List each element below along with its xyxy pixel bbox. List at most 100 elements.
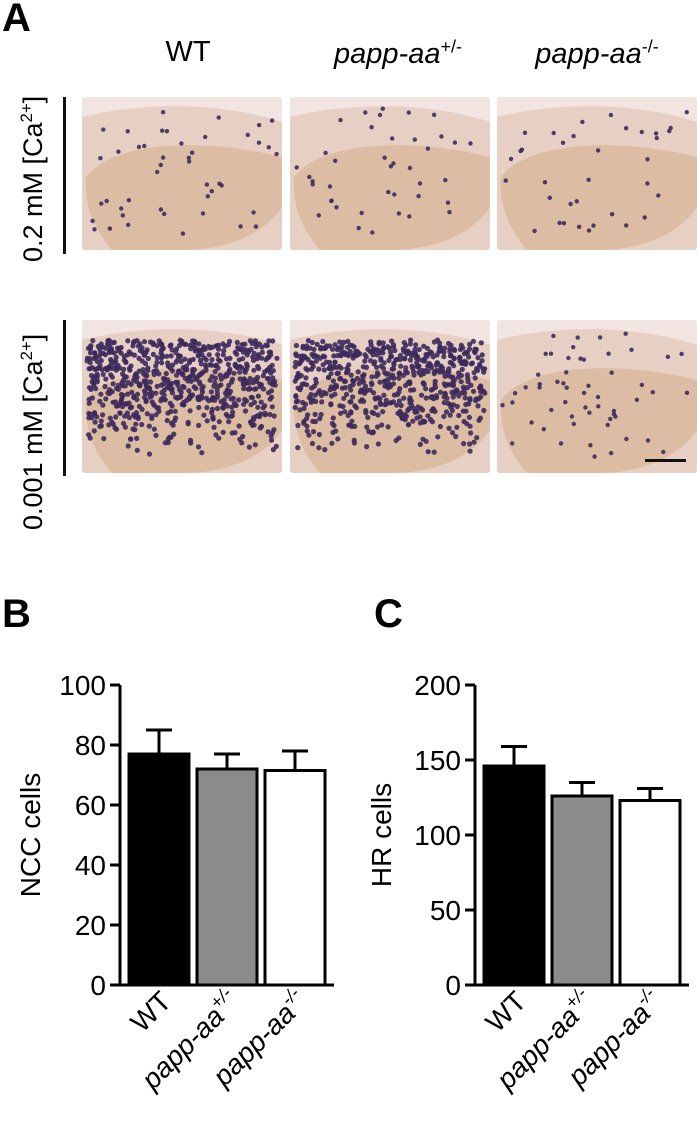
y-tick-label: 100 — [59, 670, 106, 701]
stained-cell — [341, 395, 347, 401]
stained-cell — [397, 356, 403, 363]
stained-cell — [327, 184, 333, 189]
stained-cell — [429, 394, 435, 400]
stained-cell — [133, 378, 140, 385]
stained-cell — [330, 429, 336, 436]
stained-cell — [351, 437, 357, 443]
stained-cell — [340, 403, 346, 410]
stained-cell — [557, 220, 562, 226]
stained-cell — [239, 365, 245, 371]
stained-cell — [441, 354, 447, 360]
stained-cell — [178, 393, 184, 399]
stained-cell — [109, 365, 115, 371]
stained-cell — [435, 434, 441, 440]
stained-cell — [177, 342, 183, 348]
stained-cell — [317, 355, 323, 361]
stained-cell — [623, 126, 629, 131]
stained-cell — [232, 363, 238, 369]
stained-cell — [144, 347, 150, 353]
stained-cell — [410, 418, 416, 424]
stained-cell — [293, 352, 299, 358]
stained-cell — [226, 368, 232, 374]
stained-cell — [312, 392, 318, 398]
stained-cell — [563, 399, 568, 405]
stained-cell — [475, 355, 481, 361]
stained-cell — [381, 360, 387, 366]
stained-cell — [388, 353, 395, 359]
stained-cell — [345, 338, 351, 344]
stained-cell — [195, 444, 202, 450]
stained-cell — [154, 368, 160, 374]
stained-cell — [160, 128, 165, 133]
stained-cell — [145, 355, 151, 362]
stained-cell — [547, 195, 552, 200]
stained-cell — [245, 132, 250, 138]
stained-cell — [89, 364, 95, 371]
stained-cell — [159, 360, 165, 366]
stained-cell — [265, 390, 272, 396]
stained-cell — [140, 370, 147, 377]
stained-cell — [192, 348, 198, 354]
stained-cell — [398, 363, 404, 369]
stained-cell — [295, 445, 301, 451]
stained-cell — [98, 358, 104, 364]
stained-cell — [583, 405, 588, 410]
stained-cell — [383, 378, 389, 384]
stained-cell — [380, 365, 387, 371]
stained-cell — [312, 411, 318, 417]
row-label-0.2mM: 0.2 mM [Ca2+] — [17, 95, 48, 262]
stained-cell — [366, 428, 372, 435]
stained-cell — [609, 212, 615, 217]
stained-cell — [370, 429, 376, 435]
stained-cell — [119, 379, 125, 386]
stained-cell — [167, 434, 173, 440]
stained-cell — [466, 346, 473, 352]
stained-cell — [510, 441, 515, 446]
stained-cell — [322, 447, 328, 453]
stained-cell — [519, 147, 525, 152]
stained-cell — [475, 403, 481, 409]
stained-cell — [117, 345, 123, 351]
stained-cell — [118, 350, 124, 356]
stained-cell — [169, 362, 176, 368]
x-tick-label: WT — [125, 985, 178, 1038]
stained-cell — [198, 348, 204, 354]
stained-cell — [190, 369, 196, 375]
stained-cell — [338, 410, 344, 416]
stained-cell — [316, 431, 322, 438]
stained-cell — [479, 358, 485, 364]
stained-cell — [408, 387, 414, 393]
stained-cell — [124, 410, 130, 416]
stained-cell — [586, 177, 591, 182]
stained-cell — [541, 427, 546, 432]
stained-cell — [611, 408, 617, 414]
stained-cell — [87, 350, 94, 356]
stained-cell — [94, 373, 100, 379]
stained-cell — [102, 383, 108, 390]
stained-cell — [189, 150, 195, 155]
stained-cell — [449, 360, 455, 367]
stained-cell — [358, 387, 364, 393]
stained-cell — [256, 140, 262, 145]
stained-cell — [373, 373, 379, 379]
stained-cell — [213, 343, 219, 349]
stained-cell — [251, 367, 257, 373]
stained-cell — [326, 374, 332, 381]
stained-cell — [605, 422, 610, 428]
stained-cell — [362, 352, 368, 358]
stained-cell — [127, 367, 133, 373]
stained-cell — [98, 391, 104, 397]
stained-cell — [206, 398, 212, 404]
stained-cell — [208, 362, 214, 368]
stained-cell — [464, 385, 470, 391]
stained-cell — [402, 356, 408, 362]
bar-papp-aa+/- — [195, 767, 259, 987]
stained-cell — [201, 355, 207, 361]
stained-cell — [116, 149, 121, 154]
stained-cell — [471, 348, 478, 355]
stained-cell — [232, 402, 238, 408]
stained-cell — [391, 375, 397, 381]
stained-cell — [442, 345, 448, 351]
stained-cell — [228, 413, 234, 419]
stained-cell — [154, 343, 160, 349]
